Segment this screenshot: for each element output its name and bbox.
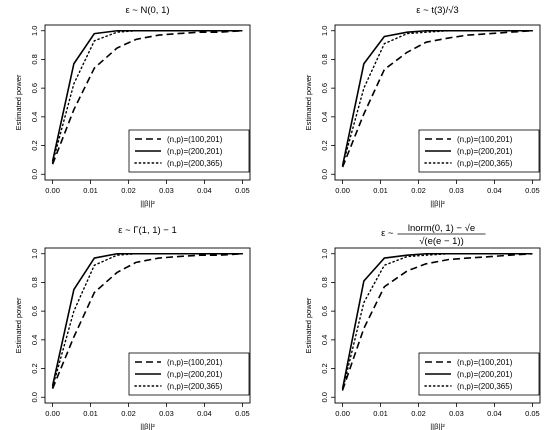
x-tick-label: 0.01 xyxy=(373,409,388,418)
x-tick-label: 0.05 xyxy=(235,409,250,418)
y-tick-label: 0.4 xyxy=(30,112,39,122)
x-axis-label: ||β||² xyxy=(140,199,155,208)
x-tick-label: 0.04 xyxy=(487,186,502,195)
y-tick-label: 0.2 xyxy=(30,140,39,150)
legend-label: (n,p)=(200,365) xyxy=(167,159,223,168)
legend-label: (n,p)=(200,201) xyxy=(457,147,513,156)
x-tick-label: 0.03 xyxy=(159,409,174,418)
legend-label: (n,p)=(200,365) xyxy=(457,382,513,391)
x-axis-label: ||β||² xyxy=(430,422,445,430)
x-tick-label: 0.00 xyxy=(335,186,350,195)
legend-label: (n,p)=(200,365) xyxy=(457,159,513,168)
panel-normal: 0.00 0.01 0.02 0.03 0.04 0.05 0.0 0.2 0.4 0.6 0.8 1… xyxy=(14,5,251,208)
legend-label: (n,p)=(100,201) xyxy=(167,358,223,367)
chart-title-denominator: √(e(e − 1)) xyxy=(419,236,464,247)
y-tick-label: 1.0 xyxy=(320,249,329,259)
series-line xyxy=(341,29,533,166)
x-tick-label: 0.03 xyxy=(449,186,464,195)
chart-title: ε ~ Γ(1, 1) − 1 xyxy=(118,225,177,236)
series-line xyxy=(51,252,243,389)
y-tick-label: 0.8 xyxy=(320,54,329,64)
legend-label: (n,p)=(100,201) xyxy=(457,358,513,367)
y-tick-label: 1.0 xyxy=(30,249,39,259)
x-tick-label: 0.02 xyxy=(121,186,136,195)
plot-frame xyxy=(44,24,251,181)
series-line xyxy=(341,253,534,391)
series-line xyxy=(51,29,243,165)
x-tick-label: 0.00 xyxy=(45,186,60,195)
y-tick-label: 0.8 xyxy=(30,277,39,287)
x-tick-label: 0.02 xyxy=(411,409,426,418)
y-tick-label: 0.8 xyxy=(30,54,39,64)
series-line xyxy=(51,30,244,164)
plot-frame xyxy=(334,24,541,181)
panel-lognormal: 0.00 0.01 0.02 0.03 0.04 0.05 0.0 0.2 0.4 0.6 0.8 1… xyxy=(304,223,541,430)
x-tick-label: 0.05 xyxy=(525,409,540,418)
legend-label: (n,p)=(200,201) xyxy=(167,147,223,156)
y-tick-label: 0.2 xyxy=(320,140,329,150)
y-tick-label: 1.0 xyxy=(30,26,39,36)
x-tick-label: 0.05 xyxy=(525,186,540,195)
x-tick-label: 0.02 xyxy=(121,409,136,418)
x-tick-label: 0.00 xyxy=(335,409,350,418)
x-tick-label: 0.04 xyxy=(487,409,502,418)
x-tick-label: 0.04 xyxy=(197,409,212,418)
legend-label: (n,p)=(100,201) xyxy=(167,135,223,144)
y-tick-label: 0.6 xyxy=(30,83,39,93)
x-tick-label: 0.03 xyxy=(449,409,464,418)
y-tick-label: 0.6 xyxy=(320,306,329,316)
series-line xyxy=(51,253,244,388)
y-tick-label: 0.8 xyxy=(320,277,329,287)
plot-frame xyxy=(334,247,541,404)
y-tick-label: 1.0 xyxy=(320,26,329,36)
y-axis-label: Estimated power xyxy=(304,297,313,353)
y-tick-label: 0.0 xyxy=(30,169,39,179)
series-line xyxy=(341,252,533,391)
chart-title-prefix: ε ~ xyxy=(381,228,394,239)
y-tick-label: 0.0 xyxy=(30,392,39,402)
y-tick-label: 0.0 xyxy=(320,392,329,402)
x-axis-label: ||β||² xyxy=(140,422,155,430)
y-tick-label: 0.4 xyxy=(30,335,39,345)
x-tick-label: 0.01 xyxy=(373,186,388,195)
panel-gamma: 0.00 0.01 0.02 0.03 0.04 0.05 0.0 0.2 0.4 0.6 0.8 1… xyxy=(14,225,251,430)
x-tick-label: 0.00 xyxy=(45,409,60,418)
panel-t3: 0.00 0.01 0.02 0.03 0.04 0.05 0.0 0.2 0.4 0.6 0.8 1… xyxy=(304,5,541,208)
series-line xyxy=(341,30,534,167)
y-tick-label: 0.6 xyxy=(320,83,329,93)
y-tick-label: 0.2 xyxy=(320,363,329,373)
y-tick-label: 0.6 xyxy=(30,306,39,316)
chart-title-numerator: lnorm(0, 1) − √e xyxy=(408,223,475,234)
legend-label: (n,p)=(200,201) xyxy=(457,370,513,379)
y-tick-label: 0.4 xyxy=(320,112,329,122)
x-tick-label: 0.02 xyxy=(411,186,426,195)
series-line xyxy=(341,29,533,168)
legend-label: (n,p)=(200,365) xyxy=(167,382,223,391)
chart-title: ε ~ t(3)/√3 xyxy=(416,5,458,16)
y-tick-label: 0.2 xyxy=(30,363,39,373)
y-axis-label: Estimated power xyxy=(14,74,23,130)
y-tick-label: 0.4 xyxy=(320,335,329,345)
x-tick-label: 0.05 xyxy=(235,186,250,195)
legend-label: (n,p)=(200,201) xyxy=(167,370,223,379)
x-axis-label: ||β||² xyxy=(430,199,445,208)
y-axis-label: Estimated power xyxy=(14,297,23,353)
y-tick-label: 0.0 xyxy=(320,169,329,179)
x-tick-label: 0.04 xyxy=(197,186,212,195)
x-tick-label: 0.01 xyxy=(83,409,98,418)
x-tick-label: 0.03 xyxy=(159,186,174,195)
y-axis-label: Estimated power xyxy=(304,74,313,130)
chart-title: ε ~ N(0, 1) xyxy=(125,5,169,16)
x-tick-label: 0.01 xyxy=(83,186,98,195)
legend-label: (n,p)=(100,201) xyxy=(457,135,513,144)
plot-frame xyxy=(44,247,251,404)
